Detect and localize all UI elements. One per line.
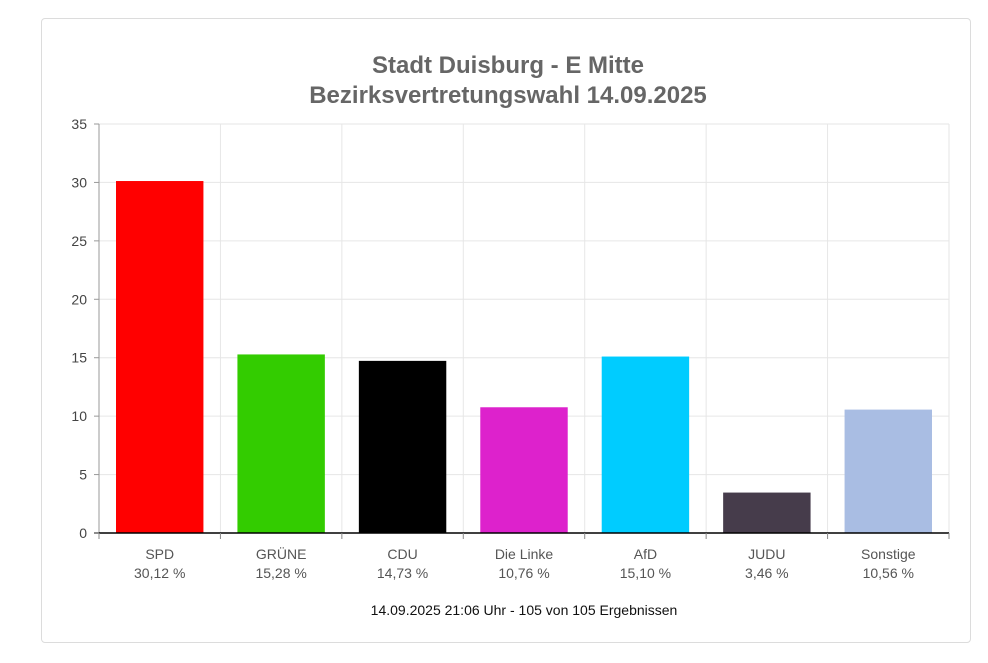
x-value-label: 10,76 %: [498, 565, 549, 581]
x-category-label: SPD: [145, 546, 174, 562]
bar-layer: [116, 181, 932, 533]
bar-grüne: [237, 354, 325, 533]
y-tick-label: 25: [71, 233, 87, 249]
y-tick-label: 15: [71, 350, 87, 366]
y-tick-label: 35: [71, 116, 87, 132]
bar-sonstige: [844, 409, 932, 533]
x-value-label: 30,12 %: [134, 565, 185, 581]
bar-die-linke: [480, 407, 568, 533]
chart-footer: 14.09.2025 21:06 Uhr - 105 von 105 Ergeb…: [371, 602, 678, 618]
y-tick-label: 30: [71, 174, 87, 190]
bar-spd: [116, 181, 204, 533]
x-value-label: 15,28 %: [255, 565, 306, 581]
bar-afd: [601, 356, 690, 533]
axis-layer: [94, 123, 950, 539]
y-tick-label: 5: [79, 467, 87, 483]
x-category-label: CDU: [387, 546, 417, 562]
x-value-label: 15,10 %: [620, 565, 671, 581]
chart-subtitle: Bezirksvertretungswahl 14.09.2025: [309, 82, 707, 109]
label-layer: 0 5 10 15 20 25 30 35 SPD 30,12 % GRÜNE 15,28 % CDU 1…: [71, 116, 915, 581]
bar-chart: Stadt Duisburg - E Mitte Bezirksvertretu…: [71, 52, 950, 618]
bar-cdu: [358, 360, 447, 533]
x-value-label: 10,56 %: [863, 565, 914, 581]
x-category-label: Die Linke: [495, 546, 554, 562]
bar-judu: [723, 492, 811, 533]
chart-card: Stadt Duisburg - E Mitte Bezirksvertretu…: [41, 18, 971, 643]
x-category-label: Sonstige: [861, 546, 916, 562]
x-value-label: 3,46 %: [745, 565, 789, 581]
y-tick-label: 10: [71, 408, 87, 424]
x-value-label: 14,73 %: [377, 565, 428, 581]
chart-title: Stadt Duisburg - E Mitte: [372, 52, 644, 79]
x-category-label: GRÜNE: [256, 545, 307, 562]
y-tick-label: 0: [79, 525, 87, 541]
x-category-label: JUDU: [748, 546, 785, 562]
y-tick-label: 20: [71, 291, 87, 307]
x-category-label: AfD: [634, 546, 657, 562]
